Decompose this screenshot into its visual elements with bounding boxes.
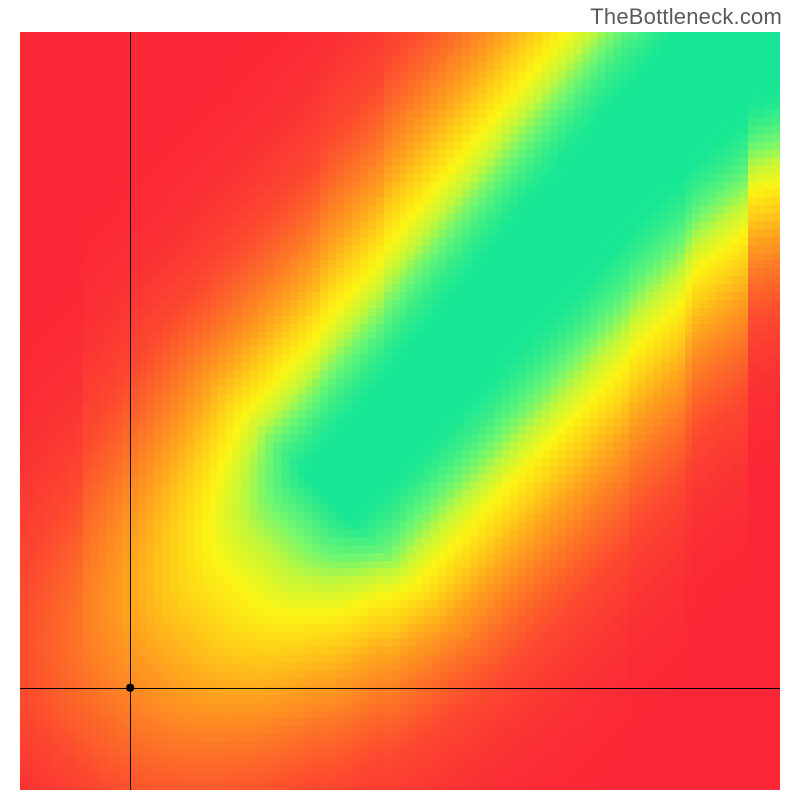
watermark-text: TheBottleneck.com — [590, 4, 782, 30]
bottleneck-heatmap — [20, 32, 780, 790]
